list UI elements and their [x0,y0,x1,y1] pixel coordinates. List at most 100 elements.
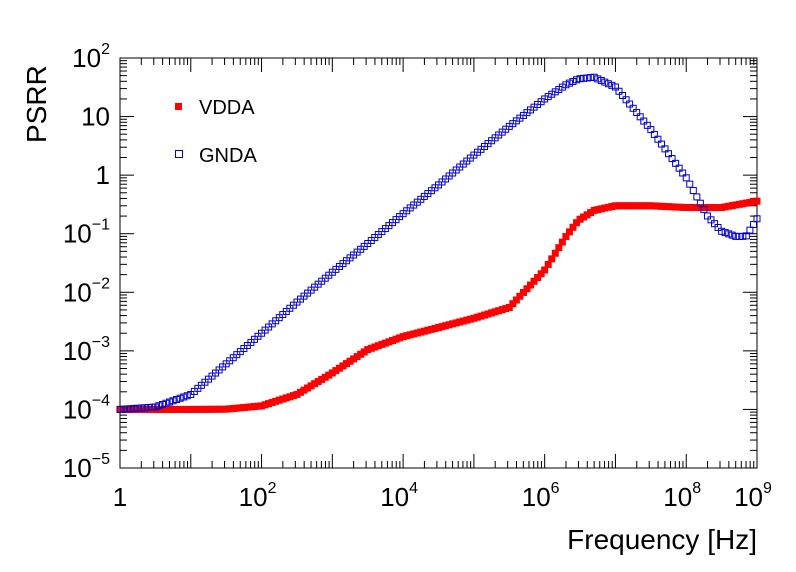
data-point-vdda [502,305,510,313]
data-point-vdda [456,318,464,326]
data-point-gnda [594,75,602,83]
data-point-vdda [233,404,241,412]
data-point-gnda [643,121,651,129]
data-point-vdda [289,392,297,400]
data-point-vdda [445,321,453,329]
data-point-gnda [679,169,687,177]
data-point-gnda [746,226,754,234]
data-point-vdda [675,203,683,211]
data-point-vdda [682,204,690,212]
data-point-gnda [583,74,591,82]
data-point-gnda [622,96,630,104]
plot-frame [119,57,758,469]
data-point-vdda [548,255,556,263]
data-point-vdda [250,403,258,411]
data-point-vdda [742,199,750,207]
data-point-gnda [155,402,163,410]
data-point-vdda [679,203,687,211]
data-point-gnda [749,220,757,228]
data-point-gnda [134,404,142,412]
data-point-gnda [675,164,683,172]
data-point-vdda [279,395,287,403]
data-point-vdda [718,204,726,212]
data-point-gnda [611,83,619,91]
data-point-vdda [116,405,124,413]
data-point-gnda [541,95,549,103]
data-point-gnda [558,83,566,91]
data-point-gnda [728,231,736,239]
data-point-gnda [562,81,570,89]
data-point-vdda [141,405,149,413]
data-point-vdda [148,405,156,413]
x-tick-label: 109 [734,480,772,512]
y-tick-label: 1 [96,160,110,190]
data-point-vdda [300,386,308,394]
data-point-vdda [438,323,446,331]
data-point-vdda [258,402,266,410]
data-point-vdda [725,202,733,210]
data-point-vdda [385,338,393,346]
data-point-vdda [615,202,623,210]
data-point-vdda [127,405,135,413]
data-point-vdda [530,277,538,285]
data-point-gnda [693,193,701,201]
data-point-gnda [544,93,552,101]
data-point-gnda [580,74,588,82]
data-point-vdda [608,203,616,211]
data-point-vdda [197,405,205,413]
data-point-gnda [689,187,697,195]
data-point-vdda [562,233,570,241]
data-point-vdda [711,204,719,212]
legend-label-vdda: VDDA [199,97,255,119]
data-point-gnda [148,403,156,411]
data-point-gnda [742,232,750,240]
data-point-gnda [169,397,177,405]
data-point-vdda [144,405,152,413]
data-point-vdda [247,403,255,411]
data-point-vdda [204,405,212,413]
data-point-vdda [516,292,524,300]
data-point-vdda [219,405,227,413]
data-point-vdda [166,405,174,413]
data-point-vdda [406,331,414,339]
data-point-vdda [120,405,128,413]
data-point-gnda [657,140,665,148]
data-point-vdda [728,202,736,210]
data-point-vdda [473,313,481,321]
data-point-gnda [703,212,711,220]
data-point-vdda [229,405,237,413]
data-point-vdda [643,202,651,210]
data-point-vdda [240,404,248,412]
data-point-gnda [633,109,641,117]
data-point-vdda [410,330,418,338]
data-point-vdda [265,400,273,408]
data-point-vdda [746,198,754,206]
data-point-vdda [583,211,591,219]
data-point-vdda [519,288,527,296]
data-point-vdda [484,310,492,318]
data-point-vdda [477,312,485,320]
legend: VDDA GNDA [175,97,257,167]
data-point-vdda [268,398,276,406]
data-point-gnda [116,405,124,413]
data-point-vdda [137,405,145,413]
data-point-vdda [488,309,496,317]
data-point-gnda [162,399,170,407]
data-point-vdda [378,340,386,348]
data-point-vdda [466,315,474,323]
data-point-vdda [661,202,669,210]
data-point-vdda [459,317,467,325]
y-tick-label: 10−5 [63,451,110,483]
data-point-vdda [328,369,336,377]
data-point-vdda [396,334,404,342]
data-point-gnda [565,79,573,87]
data-point-vdda [212,405,220,413]
data-point-vdda [495,307,503,315]
data-point-gnda [608,81,616,89]
data-point-vdda [236,404,244,412]
data-point-vdda [151,405,159,413]
data-point-vdda [381,339,389,347]
data-point-vdda [650,202,658,210]
data-point-vdda [498,306,506,314]
data-point-vdda [286,393,294,401]
